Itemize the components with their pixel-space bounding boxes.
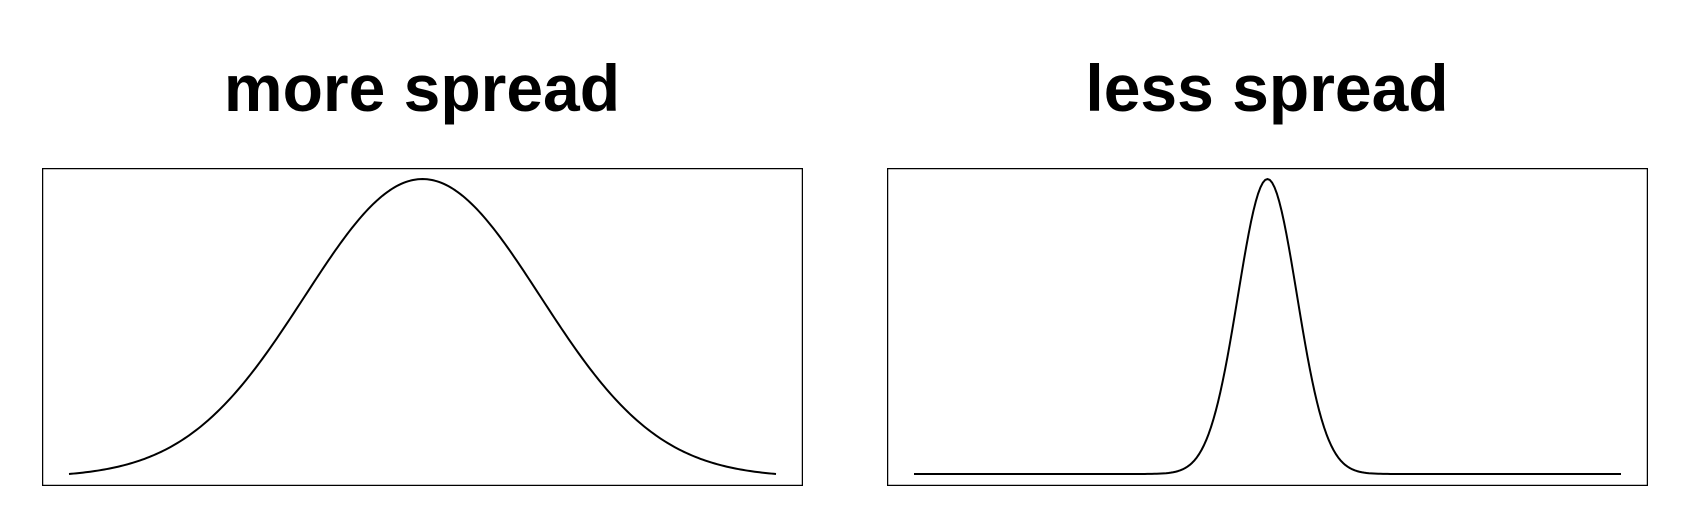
plot-frame: [887, 168, 1648, 486]
chart-title: less spread: [1085, 51, 1449, 125]
chart-panel-more-spread: more spread: [0, 0, 844, 528]
chart-panel-less-spread: less spread: [845, 0, 1689, 528]
density-plot-more-spread: [42, 168, 803, 486]
chart-title: more spread: [223, 51, 621, 125]
density-curve: [914, 178, 1621, 475]
plot-frame: [42, 168, 803, 486]
density-plot-less-spread: [887, 168, 1648, 486]
density-curve: [68, 178, 777, 475]
